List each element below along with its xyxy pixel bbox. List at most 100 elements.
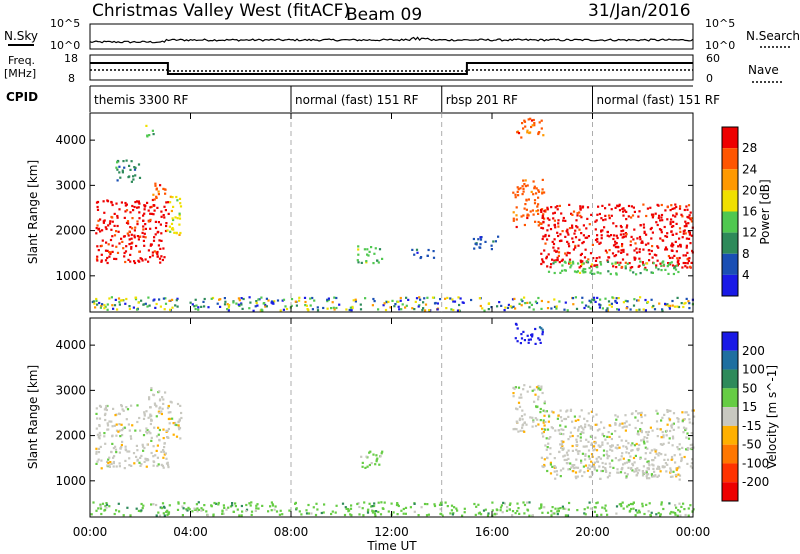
- heatmap-cell: [680, 456, 683, 460]
- heatmap-cell: [672, 437, 675, 440]
- heatmap-cell: [602, 449, 606, 452]
- heatmap-cell: [360, 261, 363, 264]
- heatmap-cell: [137, 238, 140, 241]
- heatmap-cell: [113, 424, 116, 427]
- heatmap-cell: [155, 195, 158, 198]
- heatmap-cell: [606, 457, 609, 460]
- heatmap-cell: [639, 272, 642, 275]
- heatmap-cell: [139, 235, 142, 238]
- heatmap-cell: [140, 463, 143, 466]
- heatmap-cell: [653, 448, 656, 451]
- heatmap-cell: [531, 209, 534, 212]
- heatmap-cell: [615, 272, 618, 275]
- noise-tick-right-top: 10^5: [705, 17, 735, 30]
- heatmap-cell: [136, 308, 139, 311]
- y-tick-label: 1000: [55, 474, 86, 488]
- heatmap-cell: [551, 512, 554, 515]
- heatmap-cell: [582, 262, 585, 265]
- heatmap-cell: [685, 448, 688, 451]
- heatmap-cell: [657, 454, 660, 457]
- heatmap-cell: [615, 266, 618, 269]
- heatmap-cell: [203, 297, 206, 301]
- heatmap-cell: [600, 237, 603, 240]
- heatmap-cell: [107, 224, 110, 227]
- heatmap-cell: [171, 298, 174, 301]
- heatmap-cell: [571, 420, 574, 423]
- heatmap-cell: [567, 449, 570, 452]
- heatmap-cell: [525, 199, 528, 202]
- heatmap-cell: [600, 234, 603, 237]
- heatmap-cell: [179, 404, 182, 407]
- heatmap-cell: [145, 410, 148, 413]
- heatmap-cell: [538, 507, 541, 510]
- heatmap-cell: [610, 214, 613, 217]
- heatmap-cell: [621, 258, 625, 261]
- heatmap-cell: [601, 469, 604, 473]
- heatmap-cell: [284, 305, 287, 308]
- heatmap-cell: [682, 426, 686, 429]
- heatmap-cell: [638, 443, 641, 447]
- heatmap-cell: [635, 442, 638, 446]
- heatmap-cell: [619, 502, 623, 506]
- heatmap-cell: [373, 300, 376, 303]
- heatmap-cell: [133, 168, 137, 171]
- heatmap-cell: [631, 412, 634, 415]
- heatmap-cell: [587, 235, 590, 238]
- heatmap-cell: [590, 213, 593, 216]
- heatmap-cell: [640, 411, 643, 414]
- heatmap-cell: [126, 220, 130, 223]
- heatmap-cell: [556, 513, 559, 516]
- heatmap-cell: [543, 400, 546, 403]
- heatmap-cell: [431, 296, 435, 299]
- heatmap-cell: [491, 509, 494, 512]
- velocity-ylabel: Slant Range [km]: [26, 365, 40, 469]
- heatmap-cell: [436, 308, 439, 311]
- heatmap-cell: [121, 171, 124, 174]
- heatmap-cell: [161, 396, 164, 399]
- heatmap-cell: [636, 472, 639, 475]
- heatmap-cell: [112, 307, 115, 310]
- heatmap-cell: [133, 236, 136, 239]
- heatmap-cell: [413, 510, 416, 513]
- heatmap-cell: [104, 505, 107, 508]
- heatmap-cell: [637, 412, 640, 415]
- heatmap-cell: [638, 250, 641, 254]
- heatmap-cell: [456, 509, 459, 512]
- heatmap-cell: [444, 501, 447, 504]
- heatmap-cell: [677, 509, 680, 512]
- heatmap-cell: [624, 429, 627, 432]
- heatmap-cell: [136, 449, 139, 452]
- heatmap-cell: [95, 299, 98, 302]
- heatmap-cell: [567, 415, 570, 418]
- heatmap-cell: [326, 307, 329, 310]
- heatmap-cell: [135, 455, 138, 458]
- heatmap-cell: [375, 458, 378, 461]
- heatmap-cell: [322, 306, 325, 310]
- nave-tick-bottom: 0: [706, 72, 713, 85]
- heatmap-cell: [294, 300, 297, 303]
- heatmap-cell: [585, 438, 588, 441]
- heatmap-cell: [638, 257, 641, 260]
- heatmap-cell: [331, 301, 334, 304]
- heatmap-cell: [567, 233, 570, 236]
- heatmap-cell: [684, 428, 687, 432]
- heatmap-cell: [616, 468, 619, 471]
- heatmap-cell: [678, 502, 681, 505]
- heatmap-cell: [150, 205, 153, 208]
- heatmap-cell: [692, 409, 695, 412]
- heatmap-cell: [556, 473, 559, 476]
- heatmap-cell: [629, 502, 633, 506]
- heatmap-cell: [313, 299, 316, 302]
- heatmap-cell: [95, 412, 98, 415]
- heatmap-cell: [665, 434, 668, 437]
- heatmap-cell: [249, 504, 252, 507]
- heatmap-cell: [665, 429, 668, 432]
- heatmap-cell: [399, 296, 402, 300]
- heatmap-cell: [685, 237, 688, 240]
- heatmap-cell: [524, 203, 527, 206]
- heatmap-cell: [624, 414, 627, 417]
- heatmap-cell: [685, 427, 688, 430]
- heatmap-cell: [621, 422, 624, 425]
- heatmap-cell: [549, 452, 552, 456]
- heatmap-cell: [332, 306, 335, 309]
